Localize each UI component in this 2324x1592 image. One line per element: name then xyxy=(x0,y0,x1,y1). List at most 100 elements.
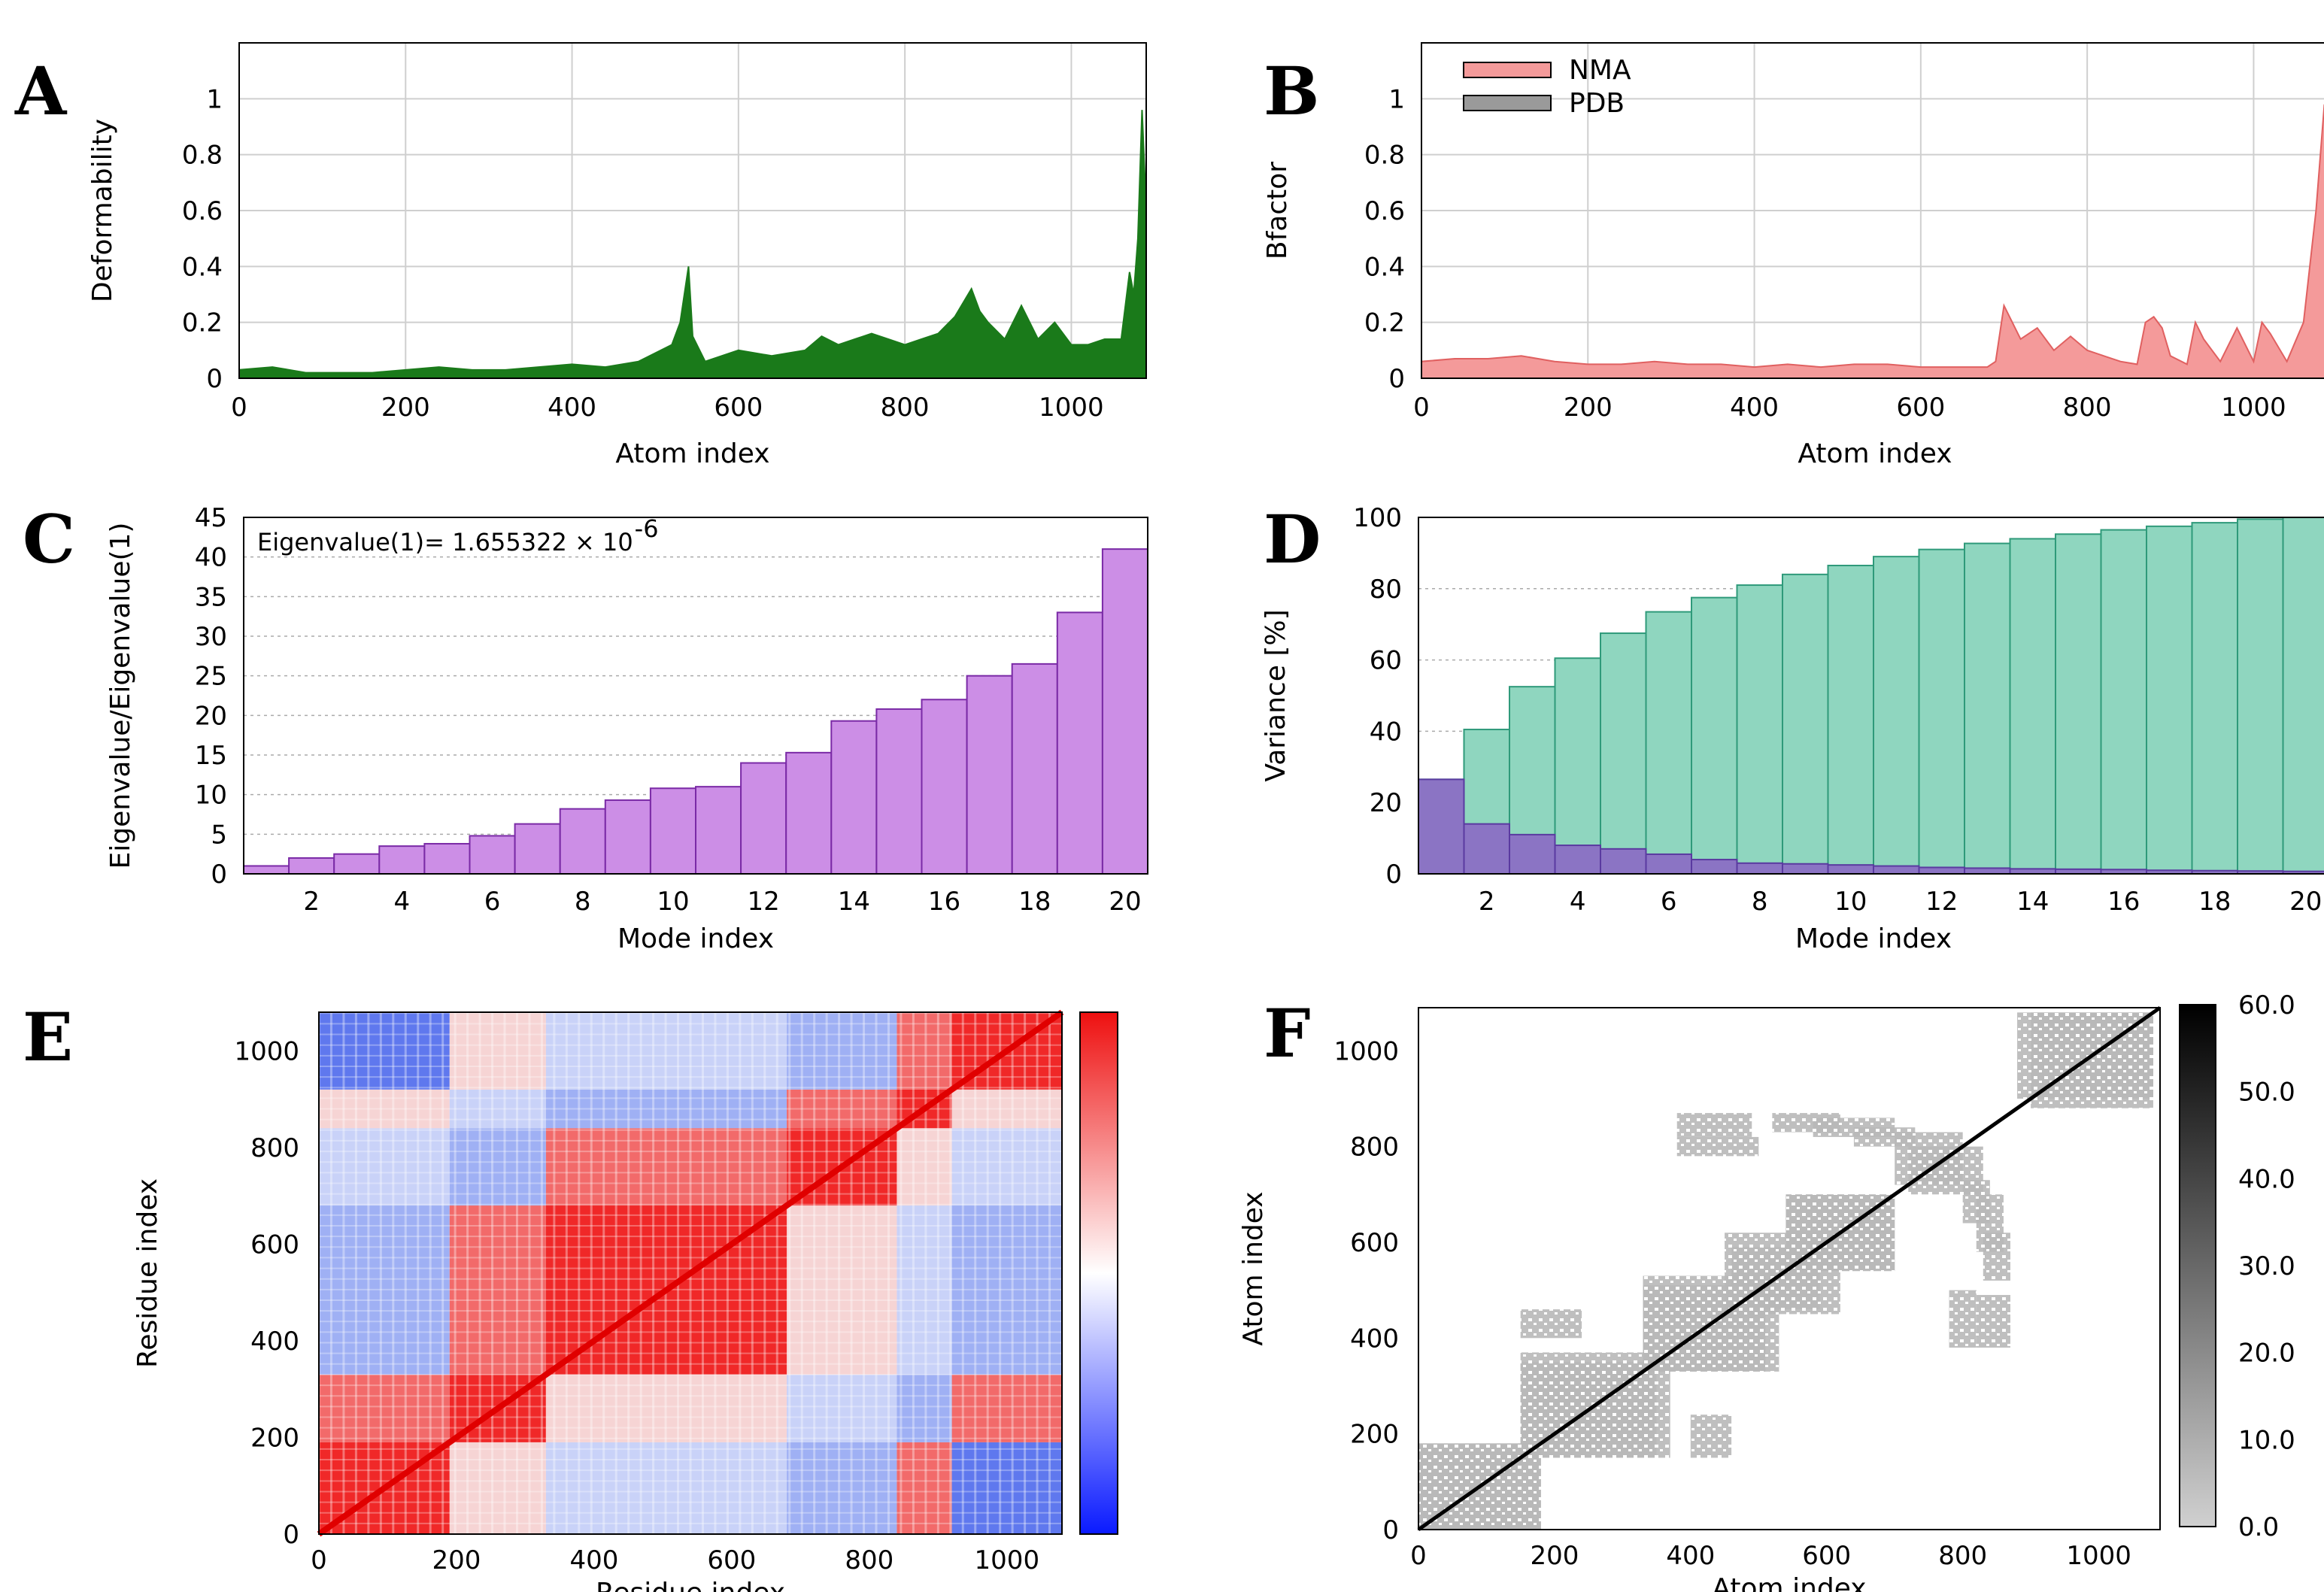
covariance-cell xyxy=(897,1012,952,1090)
eigen-bar xyxy=(695,786,742,875)
y-axis-label: Deformability xyxy=(87,119,118,302)
x-tick-label: 10 xyxy=(657,887,689,917)
x-tick-label: 8 xyxy=(1752,887,1768,917)
y-tick-label: 400 xyxy=(1350,1324,1399,1354)
eigen-bar xyxy=(288,857,335,875)
y-axis-label: Eigenvalue/Eigenvalue(1) xyxy=(105,523,136,869)
colorbar-tick-label: 30.0 xyxy=(2238,1251,2295,1281)
y-tick-label: 20 xyxy=(1370,788,1402,818)
covariance-cell xyxy=(319,1128,450,1206)
contact-cluster xyxy=(1520,1309,1582,1339)
contact-cluster xyxy=(1976,1295,2010,1348)
y-tick-label: 0 xyxy=(283,1520,299,1550)
colorbar-tick-label: 10.0 xyxy=(2238,1425,2295,1455)
covariance-cell xyxy=(897,1205,952,1375)
x-tick-label: 400 xyxy=(1730,393,1779,423)
x-tick-label: 400 xyxy=(548,393,596,423)
cumulative-variance-bar xyxy=(2146,525,2193,875)
covariance-cell xyxy=(787,1012,897,1090)
individual-variance-bar xyxy=(1600,848,1647,875)
eigen-bar xyxy=(875,708,923,875)
legend-swatch-nma xyxy=(1463,62,1552,78)
y-tick-label: 40 xyxy=(1370,717,1402,747)
x-tick-label: 800 xyxy=(1938,1541,1987,1571)
cumulative-variance-bar xyxy=(1873,556,1920,875)
cumulative-variance-bar xyxy=(1600,632,1647,875)
eigen-bar xyxy=(514,823,561,875)
x-tick-label: 20 xyxy=(2289,887,2322,917)
y-tick-label: 35 xyxy=(195,582,227,612)
covariance-cell xyxy=(545,1442,787,1534)
diagonal xyxy=(1417,1005,2162,1532)
eigenvalue-annotation: Eigenvalue(1)= 1.655322 × 10 xyxy=(257,528,633,556)
x-tick-label: 600 xyxy=(707,1545,756,1575)
covariance-cell xyxy=(951,1128,1062,1206)
panel-b: B 0 200 400 600 800 1000 Atom index 0 0.2 0.4 0.6 0.… xyxy=(1262,42,2324,469)
y-tick-label: 1 xyxy=(206,84,223,114)
y-tick-label: 0.6 xyxy=(1364,196,1405,226)
y-tick-label: 10 xyxy=(195,781,227,811)
eigen-bar xyxy=(1056,611,1103,875)
contact-cluster xyxy=(1676,1136,1759,1157)
covariance-cell xyxy=(449,1012,546,1090)
y-tick-label: 60 xyxy=(1370,646,1402,676)
x-tick-label: 14 xyxy=(838,887,870,917)
x-tick-label: 0 xyxy=(1413,393,1430,423)
x-tick-label: 400 xyxy=(1666,1541,1715,1571)
x-tick-label: 16 xyxy=(2107,887,2140,917)
y-tick-label: 1000 xyxy=(1333,1036,1399,1066)
colorbar-tick-label: 40.0 xyxy=(2238,1164,2295,1194)
panel-letter-f: F xyxy=(1264,994,1310,1072)
eigen-bar xyxy=(649,787,697,875)
x-tick-label: 12 xyxy=(1925,887,1958,917)
y-tick-label: 30 xyxy=(195,622,227,652)
plot-border xyxy=(1421,42,2324,379)
y-tick-label: 800 xyxy=(1350,1133,1399,1163)
cumulative-variance-bar xyxy=(1918,548,1965,875)
panel-letter-e: E xyxy=(23,998,73,1076)
covariance-cell xyxy=(951,1442,1062,1534)
x-axis-label: Atom index xyxy=(615,438,769,469)
y-tick-label: 0 xyxy=(1388,364,1405,394)
covariance-cell xyxy=(787,1442,897,1534)
x-tick-label: 800 xyxy=(845,1545,893,1575)
y-tick-label: 0 xyxy=(211,860,227,890)
y-tick-label: 0.6 xyxy=(182,196,223,226)
x-tick-label: 4 xyxy=(1570,887,1586,917)
cumulative-variance-bar xyxy=(1645,611,1692,875)
covariance-cell xyxy=(449,1128,546,1206)
eigen-bar xyxy=(740,762,787,875)
individual-variance-bar xyxy=(1418,778,1465,875)
y-tick-label: 20 xyxy=(195,701,227,731)
y-axis-label: Atom index xyxy=(1238,1191,1269,1345)
covariance-cell xyxy=(897,1374,952,1442)
legend-swatch-pdb xyxy=(1463,95,1552,111)
panel-letter-a: A xyxy=(14,52,68,130)
cumulative-variance-bar xyxy=(1691,596,1738,875)
covariance-cell xyxy=(449,1442,546,1534)
y-tick-label: 600 xyxy=(1350,1228,1399,1258)
covariance-cell xyxy=(319,1012,450,1090)
colorbar-tick-label: 0.0 xyxy=(2238,1512,2279,1542)
x-tick-label: 2 xyxy=(1479,887,1495,917)
cumulative-variance-bar xyxy=(2055,533,2102,875)
individual-variance-bar xyxy=(1827,864,1874,875)
y-tick-label: 0 xyxy=(1382,1515,1399,1545)
covariance-cell xyxy=(951,1205,1062,1375)
individual-variance-bar xyxy=(1873,865,1920,875)
y-tick-label: 45 xyxy=(195,503,227,533)
legend-label-pdb: PDB xyxy=(1569,88,1625,119)
panel-d: D 2 4 6 8 10 12 14 16 18 20 Mode index 0 20 40 60 80 100 V… xyxy=(1261,500,2324,954)
x-tick-label: 400 xyxy=(569,1545,618,1575)
plot-border xyxy=(1418,517,2324,875)
cumulative-variance-bar xyxy=(1782,573,1829,875)
x-tick-label: 0 xyxy=(1410,1541,1427,1571)
covariance-cell xyxy=(951,1374,1062,1442)
covariance-cell xyxy=(897,1128,952,1206)
eigen-bar xyxy=(378,845,426,875)
contact-cluster xyxy=(1983,1233,2010,1281)
y-tick-label: 25 xyxy=(195,662,227,692)
legend-label-nma: NMA xyxy=(1569,55,1631,86)
panel-e: E 0 200 400 600 800 1000 Residue index 0 200 400 60… xyxy=(23,998,1118,1592)
y-tick-label: 0.8 xyxy=(182,141,223,171)
